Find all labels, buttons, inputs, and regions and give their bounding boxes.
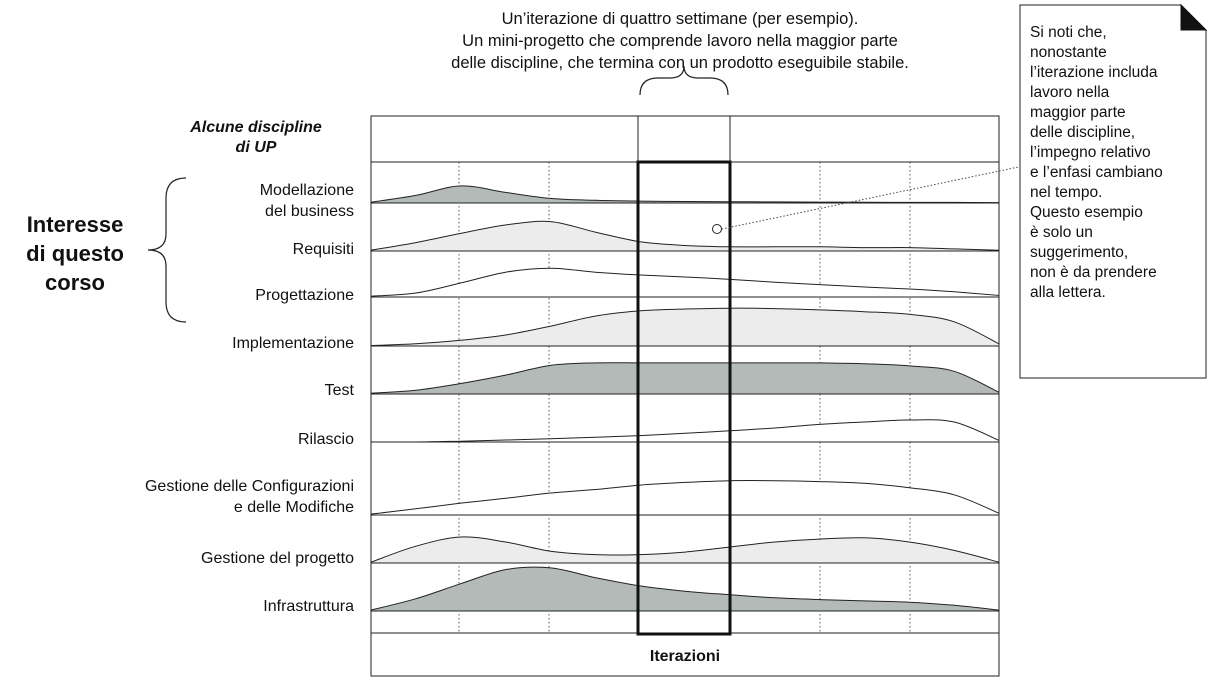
side-note-line: Si noti che, — [1030, 24, 1107, 41]
effort-curve-design — [370, 267, 1000, 298]
disciplines-header-line: di UP — [235, 139, 277, 156]
discipline-label-line: Infrastruttura — [263, 598, 354, 615]
side-note-line: delle discipline, — [1030, 124, 1136, 141]
discipline-label-business-modeling: Modellazione del business — [260, 180, 354, 222]
discipline-label-line: Modellazione — [259, 182, 354, 199]
side-note-box — [1019, 4, 1207, 379]
disciplines-header: Alcune discipline di UP — [150, 118, 362, 158]
highlighted-iteration-box — [636, 160, 732, 636]
iteration-caption: Un’iterazione di quattro settimane (per … — [380, 8, 980, 74]
iteration-brace — [639, 65, 729, 96]
discipline-label-project-management: Gestione del progetto — [201, 548, 354, 569]
side-note-line: Questo esempio — [1030, 204, 1143, 221]
course-focus-line: corso — [45, 270, 105, 295]
side-note-line: l’impegno relativo — [1030, 144, 1151, 161]
effort-curve-project-management — [370, 536, 1000, 564]
discipline-label-line: Gestione del progetto — [201, 550, 354, 567]
iterations-label: Iterazioni — [649, 648, 721, 665]
course-focus-line: di questo — [26, 241, 124, 266]
note-leader-line — [721, 164, 1029, 230]
effort-curve-configuration-management — [370, 480, 1000, 516]
iteration-caption-line: Un mini-progetto che comprende lavoro ne… — [462, 32, 898, 50]
discipline-label-line: Progettazione — [255, 287, 354, 304]
note-anchor-circle — [712, 224, 722, 234]
side-note-text: Si noti che, nonostante l’iterazione inc… — [1030, 23, 1202, 303]
discipline-label-line: del business — [265, 203, 354, 220]
side-note-line: nel tempo. — [1030, 184, 1103, 201]
course-focus-label: Interesse di questo corso — [14, 210, 136, 297]
iteration-caption-line: delle discipline, che termina con un pro… — [451, 54, 909, 72]
discipline-label-infrastructure: Infrastruttura — [263, 596, 354, 617]
discipline-label-configuration-management: Gestione delle Configurazioni e delle Mo… — [145, 476, 354, 518]
discipline-label-line: Test — [324, 382, 354, 399]
discipline-label-line: Gestione delle Configurazioni — [144, 478, 354, 495]
iteration-caption-line: Un’iterazione di quattro settimane (per … — [501, 10, 859, 28]
note-folded-corner-icon — [1180, 3, 1208, 31]
effort-curve-infrastructure — [370, 566, 1000, 612]
discipline-label-requirements: Requisiti — [293, 239, 354, 260]
side-note-line: nonostante — [1030, 44, 1107, 61]
side-note-line: non è da prendere — [1030, 264, 1157, 281]
diagram-frame — [370, 115, 1000, 677]
effort-curves — [370, 185, 1000, 612]
discipline-label-line: Rilascio — [297, 431, 354, 448]
effort-curve-deployment — [370, 419, 1000, 443]
discipline-label-line: Requisiti — [292, 241, 354, 258]
course-focus-brace — [147, 177, 187, 323]
discipline-label-line: Implementazione — [232, 335, 354, 352]
disciplines-header-line: Alcune discipline — [190, 119, 322, 136]
discipline-label-deployment: Rilascio — [298, 429, 354, 450]
effort-curve-requirements — [370, 220, 1000, 252]
side-note-line: suggerimento, — [1030, 244, 1129, 261]
discipline-label-line: e delle Modifiche — [233, 499, 354, 516]
side-note-line: maggior parte — [1030, 104, 1126, 121]
side-note-line: l’iterazione includa — [1030, 64, 1158, 81]
side-note-line: alla lettera. — [1030, 284, 1106, 301]
discipline-label-implementation: Implementazione — [232, 333, 354, 354]
course-focus-line: Interesse — [26, 212, 124, 237]
discipline-label-test: Test — [325, 380, 354, 401]
side-note-line: è solo un — [1030, 224, 1093, 241]
effort-curve-business-modeling — [370, 185, 1000, 204]
side-note-line: e l’enfasi cambiano — [1030, 164, 1163, 181]
side-note-line: lavoro nella — [1030, 84, 1110, 101]
discipline-label-design: Progettazione — [255, 285, 354, 306]
effort-curve-test — [370, 362, 1000, 395]
effort-curve-implementation — [370, 307, 1000, 347]
